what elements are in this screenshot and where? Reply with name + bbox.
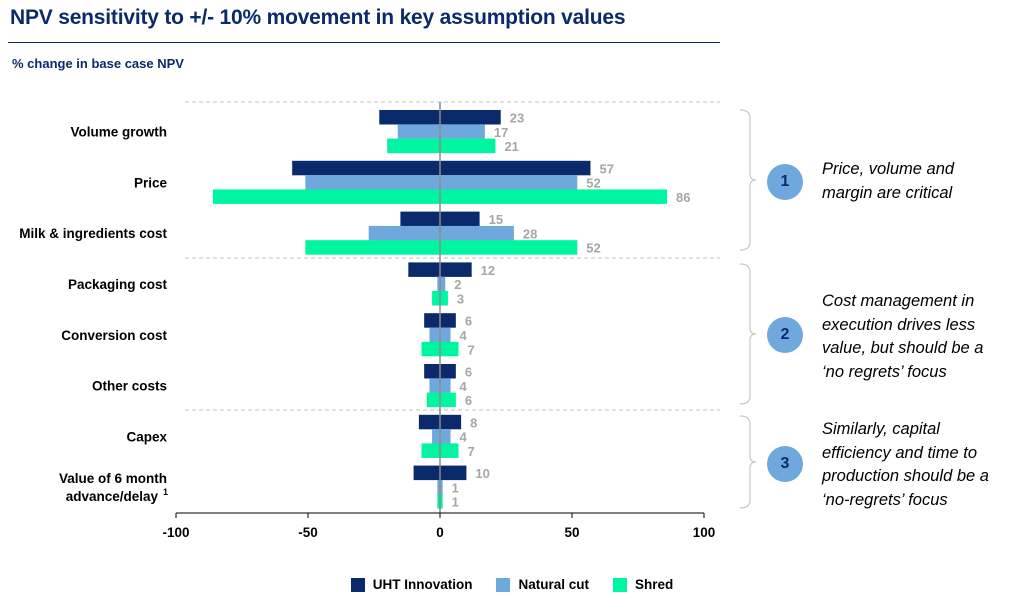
category-label-3: Milk & ingredients cost xyxy=(19,226,167,241)
data-label-shred-3: 52 xyxy=(586,241,600,256)
data-label-shred-6: 6 xyxy=(465,393,472,408)
callout-text-2: Cost management in execution drives less… xyxy=(822,292,984,381)
bar-natural-cut-3 xyxy=(368,225,514,241)
data-label-uht-innovation-6: 6 xyxy=(465,365,472,380)
category-label-8-line1: Value of 6 month xyxy=(59,471,167,486)
data-label-shred-4: 3 xyxy=(457,292,464,307)
category-label-6: Other costs xyxy=(92,379,167,394)
data-label-uht-innovation-1: 23 xyxy=(510,111,524,126)
callout-number-1: 1 xyxy=(767,164,803,200)
category-label-4: Packaging cost xyxy=(68,277,168,292)
category-label-7: Capex xyxy=(126,429,167,444)
category-label-1: Volume growth xyxy=(71,125,168,140)
data-label-natural-cut-5: 4 xyxy=(460,328,468,343)
legend-item-shred: Shred xyxy=(613,577,673,592)
category-label-2: Price xyxy=(134,175,168,190)
group-brace-2 xyxy=(739,263,757,405)
bar-natural-cut-7 xyxy=(432,429,451,444)
legend-swatch-natural-cut xyxy=(496,577,511,592)
data-label-uht-innovation-2: 57 xyxy=(599,161,613,176)
category-footnote: 1 xyxy=(163,487,168,497)
data-label-shred-1: 21 xyxy=(504,139,518,154)
data-label-natural-cut-1: 17 xyxy=(494,125,508,140)
data-label-natural-cut-6: 4 xyxy=(460,379,468,394)
x-tick-label-5: 100 xyxy=(693,525,716,540)
legend-item-natural-cut: Natural cut xyxy=(496,577,589,592)
callout-text-3: Similarly, capital efficiency and time t… xyxy=(822,420,989,509)
chart-subtitle: % change in base case NPV xyxy=(12,56,184,71)
bar-shred-6 xyxy=(426,392,456,408)
category-label-8-line2: advance/delay xyxy=(66,489,159,504)
data-label-shred-2: 86 xyxy=(676,190,690,205)
data-label-natural-cut-3: 28 xyxy=(523,226,537,241)
chart-legend: UHT Innovation Natural cut Shred xyxy=(0,577,1024,592)
x-tick-label-3: 0 xyxy=(436,525,444,540)
data-label-uht-innovation-4: 12 xyxy=(481,263,495,278)
bar-natural-cut-4 xyxy=(437,276,446,292)
x-tick-label-4: 50 xyxy=(564,525,579,540)
data-label-natural-cut-2: 52 xyxy=(586,176,600,191)
data-label-natural-cut-8: 1 xyxy=(452,480,459,495)
legend-swatch-uht xyxy=(350,577,365,592)
data-label-shred-7: 7 xyxy=(467,444,474,459)
callout-number-2: 2 xyxy=(767,317,803,353)
group-brace-1 xyxy=(739,109,757,251)
bar-natural-cut-1 xyxy=(397,124,485,139)
data-label-shred-8: 1 xyxy=(452,495,459,510)
x-tick-label-1: -100 xyxy=(162,525,189,540)
legend-item-uht: UHT Innovation xyxy=(350,577,473,592)
bar-shred-3 xyxy=(305,240,578,255)
callout-number-3: 3 xyxy=(767,446,803,482)
title-rule xyxy=(8,42,720,43)
legend-label-natural-cut: Natural cut xyxy=(518,577,589,592)
data-label-shred-5: 7 xyxy=(467,342,474,357)
callout-text-1: Price, volume and margin are critical xyxy=(822,160,955,202)
bar-shred-1 xyxy=(387,138,496,154)
data-label-uht-innovation-8: 10 xyxy=(475,466,489,481)
tornado-chart: 23571512668101752282444121865237671Volum… xyxy=(19,101,757,540)
data-label-uht-innovation-3: 15 xyxy=(489,212,503,227)
group-brace-3 xyxy=(739,415,757,509)
data-label-natural-cut-4: 2 xyxy=(454,277,461,292)
legend-swatch-shred xyxy=(613,577,627,592)
bar-natural-cut-2 xyxy=(305,175,578,190)
legend-label-shred: Shred xyxy=(635,577,674,592)
data-label-natural-cut-7: 4 xyxy=(460,430,468,445)
data-label-uht-innovation-5: 6 xyxy=(465,314,472,329)
data-label-uht-innovation-7: 8 xyxy=(470,415,477,430)
bar-uht-innovation-2 xyxy=(292,160,591,176)
category-label-5: Conversion cost xyxy=(61,328,167,343)
page-title: NPV sensitivity to +/- 10% movement in k… xyxy=(10,6,626,29)
legend-label-uht: UHT Innovation xyxy=(372,577,473,592)
x-tick-label-2: -50 xyxy=(298,525,318,540)
